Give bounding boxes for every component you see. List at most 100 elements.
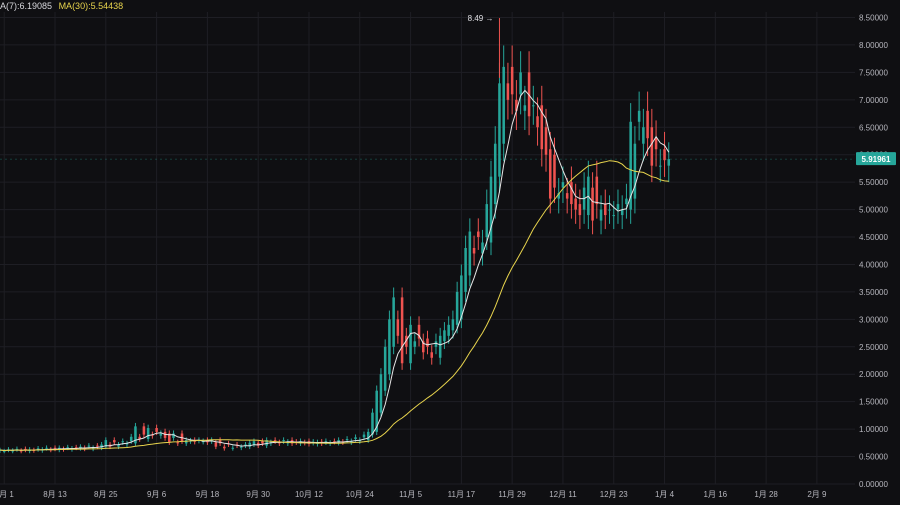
candle-body: [532, 105, 535, 107]
candle-body: [629, 121, 632, 210]
candle-body: [574, 198, 577, 210]
candle-body: [667, 159, 671, 166]
x-tick-label: 8月 25: [94, 490, 118, 499]
x-tick-label: 12月 11: [549, 490, 577, 499]
axis-layer: 0.00000 0.50000 1.00000 1.50000 2.00000 2.500…: [0, 13, 888, 499]
candle-body: [663, 149, 666, 161]
candle-body: [172, 433, 175, 438]
y-tick-label: 2.50000: [859, 343, 888, 352]
candle-body: [421, 341, 425, 353]
candle-body: [612, 215, 616, 217]
candle-body: [184, 440, 188, 444]
y-tick-label: 1.50000: [859, 398, 888, 407]
x-tick-label: 11月 5: [399, 490, 423, 499]
candle-body: [565, 193, 569, 199]
y-tick-label: 8.00000: [859, 41, 888, 50]
candle-body: [350, 441, 353, 443]
candle-body: [53, 447, 57, 449]
high-label: 8.49 →: [468, 14, 494, 23]
candle-body: [604, 204, 607, 216]
candle-body: [544, 127, 548, 155]
ma30-line: [0, 160, 669, 452]
ma30-legend: MA(30):5.54438: [58, 1, 124, 11]
y-tick-label: 7.50000: [859, 68, 888, 77]
x-tick-label: 10月 24: [346, 490, 375, 499]
candle-layer: [0, 45, 671, 454]
candle-body: [223, 446, 226, 449]
candle-body: [523, 105, 527, 111]
candle-body: [392, 297, 395, 347]
candle-body: [113, 440, 116, 443]
candle-body: [417, 324, 421, 339]
candle-body: [557, 193, 560, 199]
candle-body: [527, 72, 531, 117]
candle-body: [472, 248, 476, 254]
y-tick-label: 7.00000: [859, 96, 888, 105]
x-tick-label: 11月 29: [498, 490, 526, 499]
candle-body: [506, 83, 510, 100]
candle-body: [134, 426, 137, 444]
candle-body: [451, 319, 455, 331]
candle-body: [464, 248, 467, 292]
candle-body: [455, 291, 459, 325]
x-tick-label: 1月 16: [704, 490, 728, 499]
candle-body: [87, 445, 91, 447]
candle-body: [536, 116, 539, 128]
candle-body: [570, 182, 573, 205]
candle-body: [548, 149, 552, 199]
candle-body: [248, 442, 251, 447]
candle-body: [282, 440, 285, 442]
candle-body: [214, 442, 218, 447]
candle-body: [45, 447, 48, 449]
candle-body: [11, 450, 14, 452]
candle-body: [375, 390, 378, 432]
candle-body: [66, 447, 69, 449]
candle-body: [620, 209, 624, 216]
candle-body: [125, 443, 129, 445]
candle-body: [409, 324, 412, 364]
candle-body: [252, 441, 256, 445]
candle-body: [96, 445, 99, 447]
candle-body: [650, 127, 654, 166]
y-tick-label: 3.50000: [859, 288, 888, 297]
candle-body: [477, 231, 480, 238]
candle-body: [256, 442, 260, 446]
candle-body: [239, 446, 243, 448]
candle-body: [595, 176, 599, 205]
candle-body: [231, 447, 235, 449]
x-tick-label: 1月 4: [655, 490, 675, 499]
candle-body: [155, 428, 158, 432]
y-tick-label: 5.00000: [859, 206, 888, 215]
ma7-line: [0, 89, 670, 452]
candle-body: [36, 448, 40, 450]
candle-body: [502, 66, 505, 144]
candle-body: [100, 444, 103, 448]
x-tick-label: 2月 9: [807, 490, 827, 499]
candle-body: [498, 83, 501, 177]
candle-body: [15, 448, 19, 450]
candle-body: [434, 341, 438, 347]
x-tick-label: 8月 1: [0, 490, 14, 499]
x-tick-label: 8月 13: [43, 490, 67, 499]
candle-body: [616, 204, 620, 210]
candle-body: [443, 330, 446, 342]
x-tick-label: 9月 18: [196, 490, 220, 499]
candle-body: [273, 440, 277, 442]
y-tick-label: 6.50000: [859, 123, 888, 132]
candle-body: [396, 319, 400, 336]
candle-body: [168, 433, 171, 443]
price-badge-label: 5.91961: [862, 155, 891, 164]
candle-body: [142, 426, 146, 435]
candle-body: [2, 451, 6, 453]
ma7-legend: A(7):6.19085: [0, 1, 53, 11]
y-tick-label: 8.50000: [859, 13, 888, 22]
x-tick-label: 1月 28: [754, 490, 778, 499]
candle-body: [366, 431, 370, 441]
candle-body: [388, 319, 391, 375]
candle-body: [646, 110, 649, 139]
candle-body: [383, 346, 387, 391]
y-tick-label: 3.00000: [859, 315, 888, 324]
candle-body: [24, 448, 27, 450]
